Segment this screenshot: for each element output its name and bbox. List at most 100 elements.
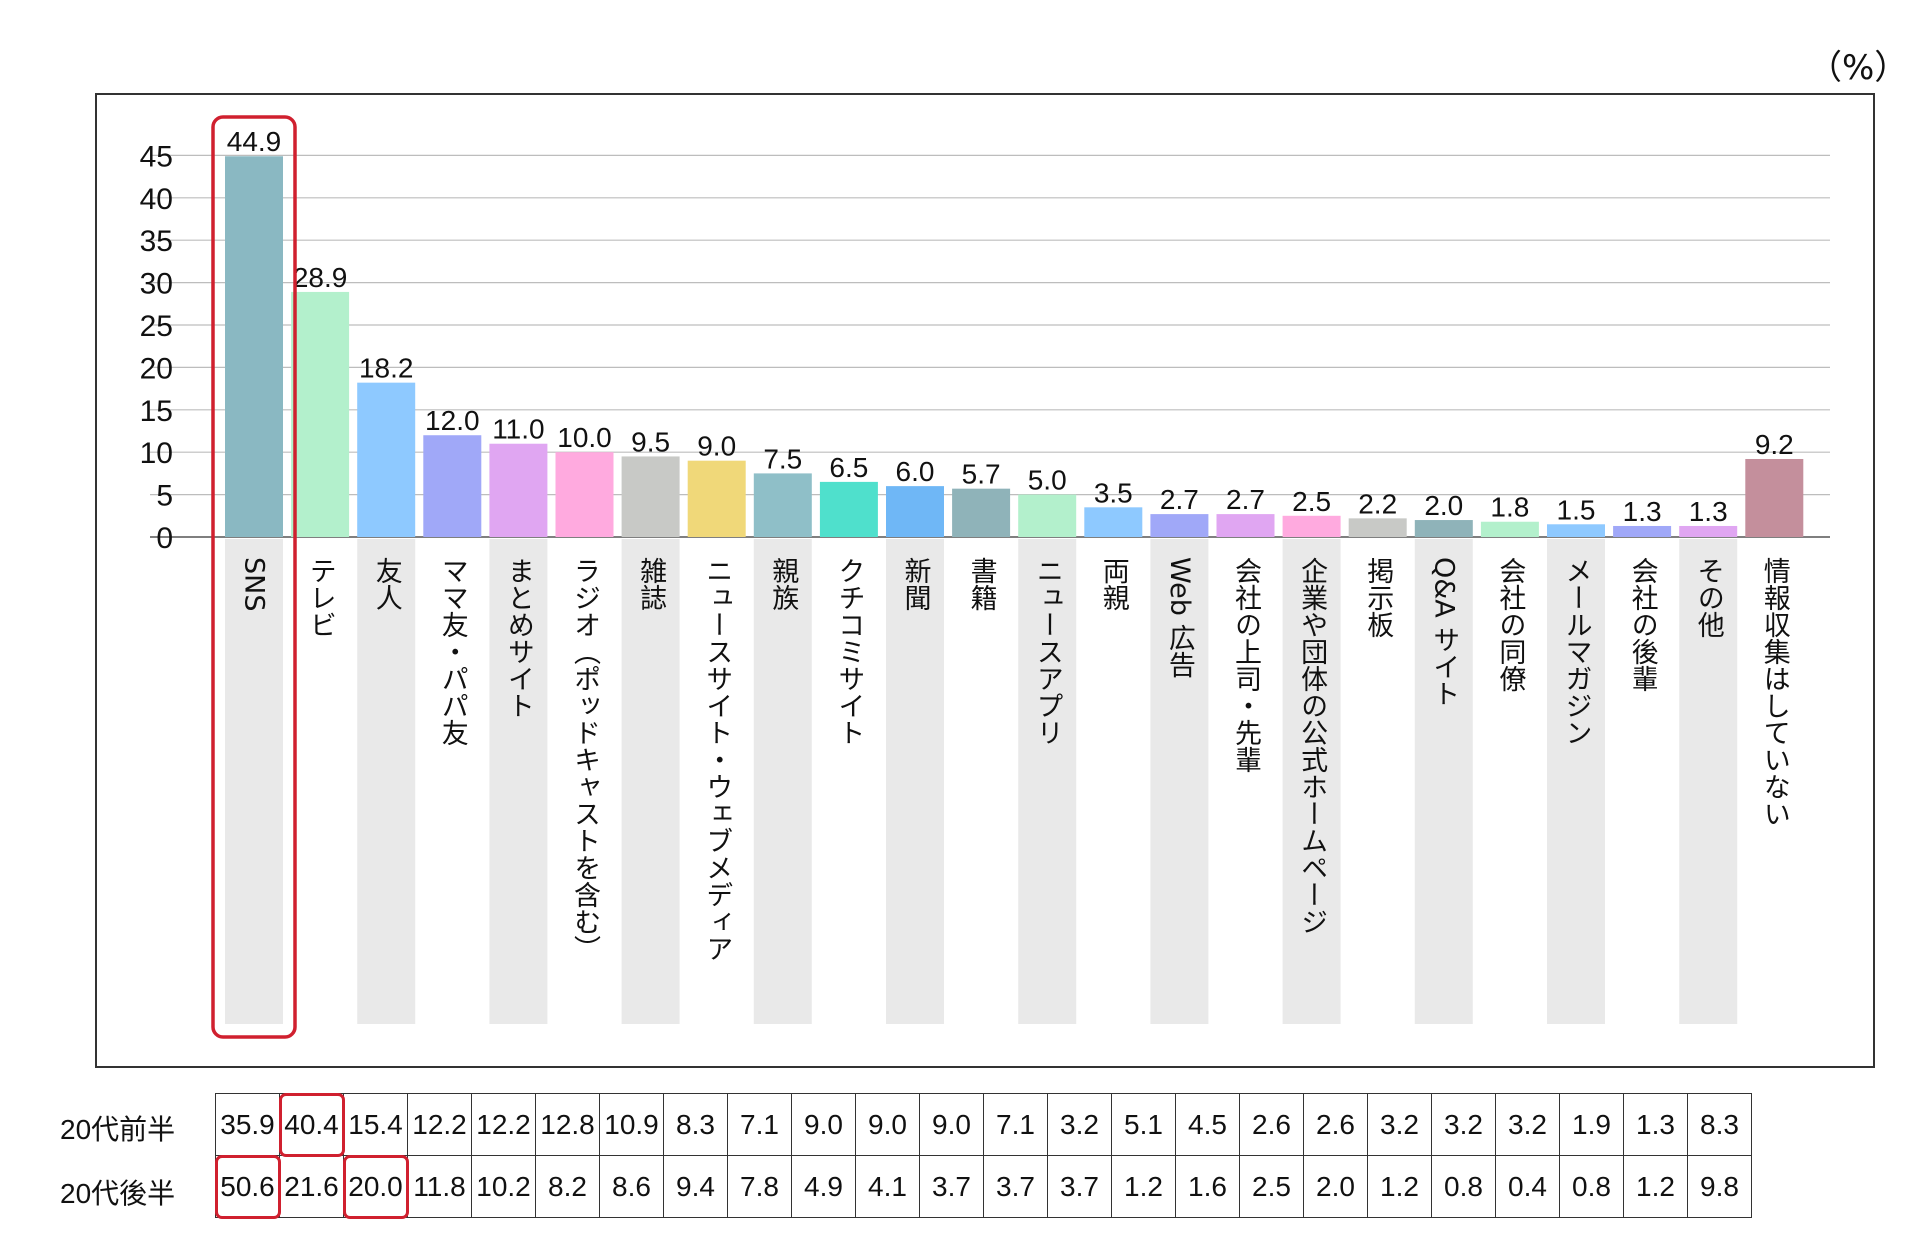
category-label-strip	[225, 539, 283, 1024]
data-label: 9.2	[1755, 429, 1794, 460]
table-cell: 12.2	[471, 1093, 536, 1156]
table-row: 50.6 21.6 20.0 11.8 10.2 8.2 8.6 9.4 7.8 4.9 4.1 3.…	[214, 1154, 1752, 1219]
x-tick-label: SNS	[239, 557, 270, 611]
data-label: 10.0	[557, 422, 612, 453]
bar	[225, 156, 283, 538]
bar	[1613, 525, 1672, 537]
x-tick-label: 書籍	[966, 557, 998, 611]
data-label: 6.0	[896, 456, 935, 487]
data-label: 2.5	[1292, 486, 1331, 517]
data-label: 2.2	[1358, 488, 1397, 519]
y-tick-label: 25	[140, 310, 173, 343]
data-label: 18.2	[359, 353, 414, 384]
table-cell: 9.4	[663, 1155, 728, 1218]
table-cell: 1.2	[1111, 1155, 1176, 1218]
table-cell: 1.2	[1367, 1155, 1432, 1218]
category-label-strip	[1679, 539, 1738, 1024]
bar	[1084, 507, 1143, 537]
table-cell: 35.9	[215, 1093, 280, 1156]
x-tick-label: 友人	[371, 557, 403, 611]
category-label-strip	[1018, 539, 1077, 1024]
table-cell: 3.7	[919, 1155, 984, 1218]
bar	[1679, 525, 1738, 537]
table-cell: 8.3	[1687, 1093, 1752, 1156]
bar	[753, 473, 812, 537]
bar	[489, 443, 548, 537]
table-cell: 2.6	[1239, 1093, 1304, 1156]
table-cell: 40.4	[278, 1092, 345, 1157]
data-label: 9.0	[697, 431, 736, 462]
table-cell: 11.8	[407, 1155, 472, 1218]
category-label-strip	[886, 539, 944, 1024]
table-cell: 2.0	[1303, 1155, 1368, 1218]
table-cell: 3.2	[1495, 1093, 1560, 1156]
x-tick-label: まとめサイト	[503, 557, 534, 719]
y-tick-label: 5	[156, 480, 173, 513]
x-tick-label: ラジオ（ポッドキャストを含む）	[569, 557, 601, 962]
y-tick-label: 10	[140, 437, 173, 470]
data-label: 44.9	[227, 126, 282, 157]
bar	[1282, 515, 1341, 537]
x-tick-label: 新聞	[900, 557, 931, 611]
table-cell: 4.5	[1175, 1093, 1240, 1156]
table-cell: 9.0	[855, 1093, 920, 1156]
bar	[1150, 514, 1209, 537]
table-cell: 9.0	[791, 1093, 856, 1156]
table-cell: 7.1	[727, 1093, 792, 1156]
bar	[687, 460, 746, 537]
table-cell: 0.8	[1559, 1155, 1624, 1218]
x-tick-label: その他	[1693, 557, 1725, 638]
bar	[621, 456, 680, 537]
x-tick-label: 掲示板	[1362, 557, 1394, 638]
data-label: 12.0	[425, 405, 480, 436]
data-label: 1.3	[1623, 496, 1662, 527]
table-cell: 8.2	[535, 1155, 600, 1218]
data-label: 1.5	[1557, 494, 1596, 525]
table-cell: 3.7	[1047, 1155, 1112, 1218]
chart-frame	[95, 93, 1875, 1068]
row-label-late-20s: 20代後半	[60, 1178, 176, 1209]
table-row: 35.9 40.4 15.4 12.2 12.2 12.8 10.9 8.3 7.1 9.0 9.0…	[215, 1092, 1752, 1157]
highlight-box	[211, 115, 297, 1039]
table-cell: 8.6	[599, 1155, 664, 1218]
unit-label: （%）	[1808, 48, 1909, 88]
x-tick-label: クチコミサイト	[833, 557, 864, 746]
y-tick-label: 15	[140, 395, 173, 428]
bar	[886, 486, 944, 537]
bar	[952, 488, 1011, 537]
bar	[819, 481, 878, 537]
category-label-strip	[1414, 539, 1473, 1024]
x-tick-label: ニュースアプリ	[1032, 557, 1063, 746]
table-cell: 21.6	[279, 1155, 344, 1218]
bar	[1018, 494, 1077, 537]
row-label-early-20s: 20代前半	[60, 1114, 176, 1145]
table-cell: 7.1	[983, 1093, 1048, 1156]
table-cell: 20.0	[342, 1154, 409, 1219]
data-label: 7.5	[763, 443, 802, 474]
category-label-strip	[753, 539, 812, 1024]
x-tick-label: 会社の上司・先輩	[1230, 557, 1262, 773]
table-cell: 2.5	[1239, 1155, 1304, 1218]
category-label-strip	[621, 539, 680, 1024]
table-cell: 1.9	[1559, 1093, 1624, 1156]
x-tick-label: Web 広告	[1164, 557, 1195, 678]
table-cell: 2.6	[1303, 1093, 1368, 1156]
y-tick-label: 0	[156, 522, 173, 555]
data-label: 5.7	[962, 459, 1001, 490]
bar	[1745, 458, 1804, 537]
bar	[291, 291, 350, 537]
y-tick-label: 45	[140, 140, 173, 173]
bar	[555, 452, 614, 537]
data-label: 3.5	[1094, 477, 1133, 508]
bar	[1547, 524, 1605, 537]
table-cell: 4.9	[791, 1155, 856, 1218]
category-label-strip	[1150, 539, 1209, 1024]
bar	[1480, 521, 1539, 537]
y-tick-label: 35	[140, 225, 173, 258]
data-label: 2.0	[1424, 490, 1463, 521]
data-label: 9.5	[631, 426, 670, 457]
x-tick-label: 両親	[1098, 557, 1129, 611]
table-cell: 1.6	[1175, 1155, 1240, 1218]
category-label-strip	[489, 539, 548, 1024]
table-cell: 0.4	[1495, 1155, 1560, 1218]
